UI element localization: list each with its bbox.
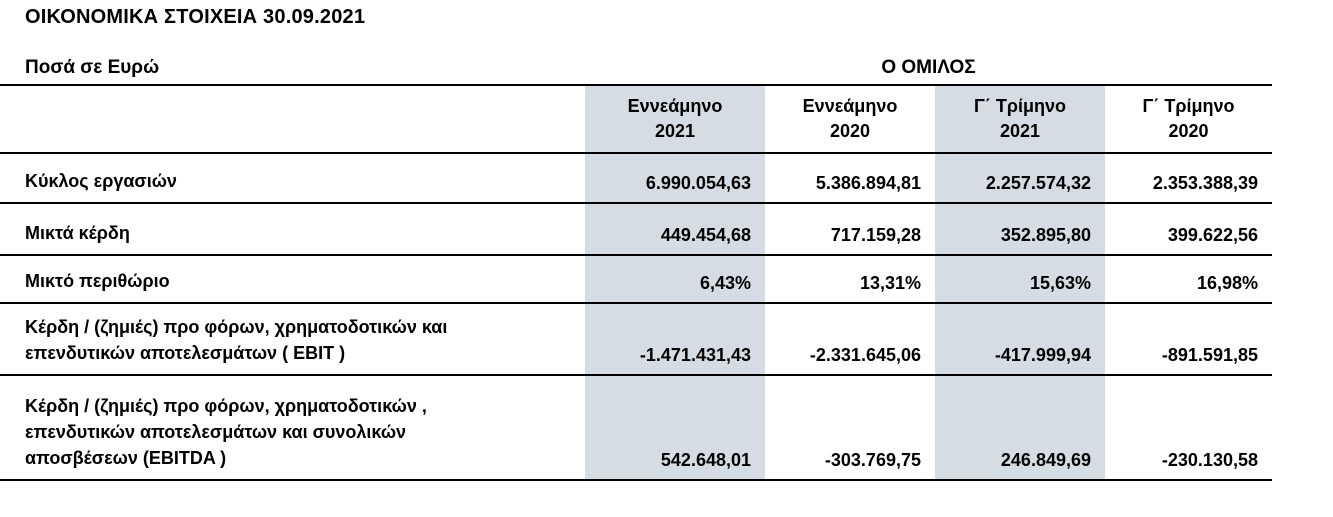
column-header-row: Εννεάμηνο 2021 Εννεάμηνο 2020 Γ΄ Τρίμηνο… bbox=[0, 86, 1272, 154]
value-cell: 16,98% bbox=[1196, 273, 1258, 293]
units-label: Ποσά σε Ευρώ bbox=[25, 57, 160, 78]
value-cell: 6,43% bbox=[585, 256, 765, 302]
row-label: Κέρδη / (ζημιές) προ φόρων, χρηματοδοτικ… bbox=[25, 395, 427, 468]
value-cell: 15,63% bbox=[935, 256, 1105, 302]
value-cell: 2.353.388,39 bbox=[1152, 173, 1258, 193]
column-header-spacer bbox=[0, 86, 585, 152]
value-cell: -303.769,75 bbox=[824, 450, 921, 470]
value-cell: -1.471.431,43 bbox=[585, 304, 765, 374]
row-label: Κέρδη / (ζημιές) προ φόρων, χρηματοδοτικ… bbox=[25, 316, 448, 363]
row-label: Μικτό περιθώριο bbox=[25, 270, 170, 291]
table-top-strip: Ποσά σε Ευρώ Ο ΟΜΙΛΟΣ bbox=[0, 40, 1272, 86]
value-cell: -891.591,85 bbox=[1161, 345, 1258, 365]
value-cell: 542.648,01 bbox=[585, 376, 765, 479]
value-cell: 2.257.574,32 bbox=[935, 154, 1105, 202]
value-cell: -2.331.645,06 bbox=[809, 345, 921, 365]
value-cell: 5.386.894,81 bbox=[815, 173, 921, 193]
value-cell: 717.159,28 bbox=[830, 225, 921, 245]
value-cell: 246.849,69 bbox=[935, 376, 1105, 479]
table-row: Μικτό περιθώριο 6,43% 13,31% 15,63% 16,9… bbox=[0, 256, 1272, 304]
table-row: Κέρδη / (ζημιές) προ φόρων, χρηματοδοτικ… bbox=[0, 304, 1272, 376]
value-cell: 449.454,68 bbox=[585, 204, 765, 254]
column-header-nine-months-2021: Εννεάμηνο 2021 bbox=[585, 86, 765, 152]
row-label: Μικτά κέρδη bbox=[25, 222, 130, 243]
column-header-nine-months-2020: Εννεάμηνο 2020 bbox=[802, 95, 898, 141]
column-header-q3-2020: Γ΄ Τρίμηνο 2020 bbox=[1142, 95, 1235, 141]
group-header: Ο ΟΜΙΛΟΣ bbox=[881, 57, 976, 78]
row-label: Κύκλος εργασιών bbox=[25, 170, 177, 191]
table-row: Κέρδη / (ζημιές) προ φόρων, χρηματοδοτικ… bbox=[0, 376, 1272, 481]
table-row: Κύκλος εργασιών 6.990.054,63 5.386.894,8… bbox=[0, 154, 1272, 204]
page-title: ΟΙΚΟΝΟΜΙΚΑ ΣΤΟΙΧΕΙΑ 30.09.2021 bbox=[25, 6, 366, 28]
value-cell: 13,31% bbox=[859, 273, 921, 293]
value-cell: 399.622,56 bbox=[1167, 225, 1258, 245]
value-cell: -417.999,94 bbox=[935, 304, 1105, 374]
column-header-q3-2021: Γ΄ Τρίμηνο 2021 bbox=[935, 86, 1105, 152]
value-cell: -230.130,58 bbox=[1161, 450, 1258, 470]
table-row: Μικτά κέρδη 449.454,68 717.159,28 352.89… bbox=[0, 204, 1272, 256]
financial-table: Ποσά σε Ευρώ Ο ΟΜΙΛΟΣ Εννεάμηνο 2021 Ενν… bbox=[0, 40, 1272, 481]
value-cell: 352.895,80 bbox=[935, 204, 1105, 254]
value-cell: 6.990.054,63 bbox=[585, 154, 765, 202]
